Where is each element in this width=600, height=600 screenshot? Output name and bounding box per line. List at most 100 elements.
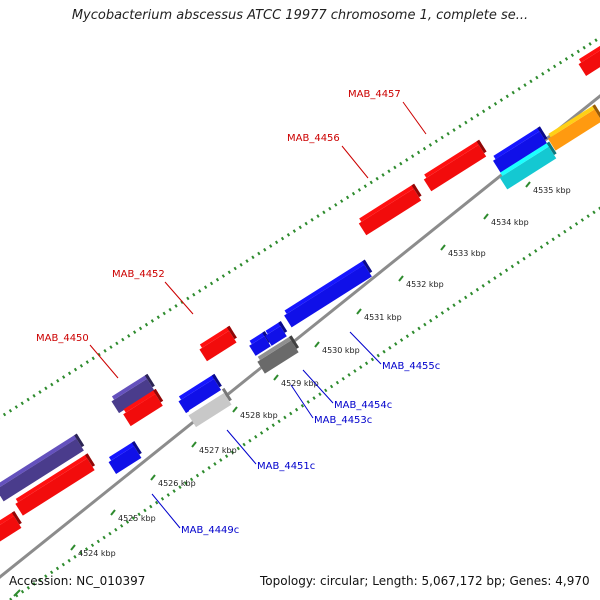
gene-label-mab_4451c[interactable]: MAB_4451c	[257, 461, 315, 472]
gene-label-leader	[349, 331, 382, 365]
accession-text: Accession: NC_010397	[9, 574, 146, 588]
gene-label-leader	[290, 384, 314, 419]
gene-label-mab_4449c[interactable]: MAB_4449c	[181, 525, 239, 536]
inner-tick-row	[9, 206, 600, 600]
gene-feature-body	[423, 144, 487, 192]
gene-feature-highlight	[359, 183, 417, 222]
gene-feature-shadow	[411, 183, 422, 198]
gene-feature-highlight	[548, 104, 598, 138]
gene-feature-red[interactable]	[197, 325, 239, 362]
gene-feature-body	[578, 48, 600, 76]
gene-feature-body	[188, 392, 232, 428]
gene-feature-shadow	[144, 373, 155, 388]
tick-label: 4528 kbp	[240, 411, 278, 420]
tick-mark	[13, 589, 21, 597]
tick-label: 4534 kbp	[491, 218, 529, 227]
gene-label-mab_4454c[interactable]: MAB_4454c	[334, 400, 392, 411]
gene-feature-blue[interactable]	[106, 441, 144, 474]
gene-feature-shadow	[537, 126, 548, 140]
gene-feature-body	[548, 109, 600, 151]
gene-feature-orange[interactable]	[546, 104, 600, 151]
gene-label-mab_4452[interactable]: MAB_4452	[112, 269, 165, 280]
tick-mark	[191, 441, 197, 448]
gene-feature-cyan[interactable]	[498, 141, 559, 190]
gene-feature-shadow	[289, 335, 300, 349]
tick-label: 4529 kbp	[281, 379, 319, 388]
gene-feature-highlight	[249, 331, 267, 345]
tick-mark	[440, 244, 446, 251]
gene-feature-purple[interactable]	[0, 433, 86, 502]
tick-label: 4533 kbp	[448, 249, 486, 258]
gene-feature-highlight	[284, 259, 367, 314]
gene-feature-shadow	[546, 141, 557, 156]
gene-feature-purple[interactable]	[109, 373, 157, 414]
gene-feature-red[interactable]	[0, 511, 24, 544]
tick-label: 4526 kbp	[158, 479, 196, 488]
map-title: Mycobacterium abscessus ATCC 19977 chrom…	[71, 8, 529, 23]
gene-feature-shadow	[221, 387, 232, 402]
gene-feature-highlight	[424, 139, 482, 178]
tick-label: 4535 kbp	[533, 186, 571, 195]
gene-label-mab_4457[interactable]: MAB_4457	[348, 89, 401, 100]
gene-feature-shadow	[131, 441, 142, 455]
gene-feature-body	[249, 336, 271, 356]
gene-label-leader	[226, 429, 257, 465]
gene-feature-shadow	[278, 321, 288, 333]
tick-mark	[232, 406, 238, 413]
gene-feature-highlight	[199, 325, 232, 348]
gene-feature-highlight	[265, 321, 283, 335]
gene-feature-highlight	[178, 373, 217, 400]
summary-text: Topology: circular; Length: 5,067,172 bp…	[260, 574, 590, 588]
gene-feature-red[interactable]	[121, 388, 165, 427]
gene-feature-shadow	[226, 325, 237, 340]
gene-feature-body	[493, 131, 547, 173]
gene-feature-red[interactable]	[13, 453, 97, 516]
gene-feature-blue[interactable]	[176, 373, 224, 414]
gene-feature-body	[123, 393, 163, 427]
gene-feature-blue[interactable]	[282, 259, 374, 328]
gene-label-mab_4453c[interactable]: MAB_4453c	[314, 415, 372, 426]
gene-label-mab_4450[interactable]: MAB_4450	[36, 333, 89, 344]
gene-feature-body	[499, 146, 557, 190]
gene-feature-highlight	[257, 335, 294, 361]
gene-feature-blue[interactable]	[491, 126, 550, 173]
gene-feature-highlight	[108, 441, 137, 461]
gene-feature-shadow	[362, 259, 373, 274]
gene-feature-shadow	[11, 511, 22, 525]
gene-label-leader	[302, 369, 334, 404]
tick-mark	[273, 374, 279, 381]
gene-feature-highlight	[500, 141, 552, 176]
gene-label-leader	[341, 145, 369, 179]
gene-feature-red[interactable]	[576, 43, 600, 76]
gene-feature-highlight	[188, 387, 227, 414]
gene-feature-red[interactable]	[422, 139, 489, 192]
gene-feature-highlight	[123, 388, 158, 413]
gene-feature-highlight	[0, 511, 17, 531]
gene-feature-body	[178, 378, 222, 414]
gene-label-mab_4456[interactable]: MAB_4456	[287, 133, 340, 144]
gene-feature-shadow	[476, 139, 487, 154]
gene-feature-shadow	[211, 373, 222, 388]
gene-feature-shadow	[153, 388, 164, 403]
gene-feature-gray[interactable]	[186, 387, 234, 428]
gene-feature-body	[15, 458, 95, 516]
gene-feature-blue[interactable]	[263, 321, 289, 346]
gene-feature-highlight	[15, 453, 90, 503]
gene-feature-highlight	[493, 126, 543, 160]
tick-label: 4531 kbp	[364, 313, 402, 322]
gene-feature-body	[0, 516, 22, 544]
gene-feature-body	[111, 378, 155, 414]
gene-label-leader	[402, 101, 427, 135]
gene-feature-body	[108, 446, 142, 474]
tick-mark	[483, 213, 489, 220]
gene-feature-body	[0, 438, 84, 502]
gene-feature-darkgray[interactable]	[255, 335, 301, 374]
gene-feature-shadow	[74, 433, 85, 448]
gene-feature-red[interactable]	[357, 183, 424, 236]
tick-mark	[398, 275, 404, 282]
gene-label-mab_4455c[interactable]: MAB_4455c	[382, 361, 440, 372]
outer-tick-row	[0, 35, 600, 420]
tick-mark	[314, 341, 320, 348]
